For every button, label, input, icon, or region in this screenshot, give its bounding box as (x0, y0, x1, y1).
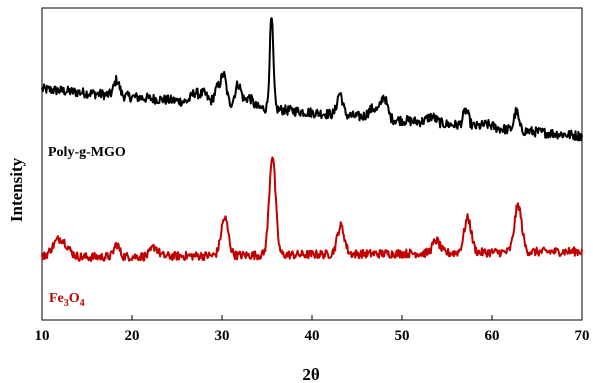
x-axis-title: 2θ (302, 365, 320, 383)
x-tick-label: 70 (575, 328, 590, 344)
series-line-1 (41, 156, 583, 262)
x-tick-label: 60 (485, 328, 500, 344)
x-tick-label: 10 (35, 328, 50, 344)
series-label-poly-g-mgo: Poly-g-MGO (48, 145, 126, 160)
tick-layer: 10 20 30 40 50 60 70 (35, 315, 590, 344)
fe3o4-sub2: 4 (80, 298, 85, 309)
plot-border (41, 7, 583, 321)
x-tick-label: 50 (395, 328, 410, 344)
series-layer (41, 17, 583, 262)
x-tick-label: 20 (125, 328, 140, 344)
plot-frame (41, 7, 583, 321)
y-axis-title: Intensity (7, 157, 26, 222)
fe3o4-mid: O (69, 291, 80, 306)
fe3o4-main: Fe (49, 291, 64, 306)
series-line-0 (41, 17, 583, 142)
fe3o4-sub1: 3 (64, 298, 69, 309)
x-tick-label: 30 (215, 328, 230, 344)
x-tick-label: 40 (305, 328, 320, 344)
series-label-fe3o4: Fe3O4 (49, 291, 85, 309)
